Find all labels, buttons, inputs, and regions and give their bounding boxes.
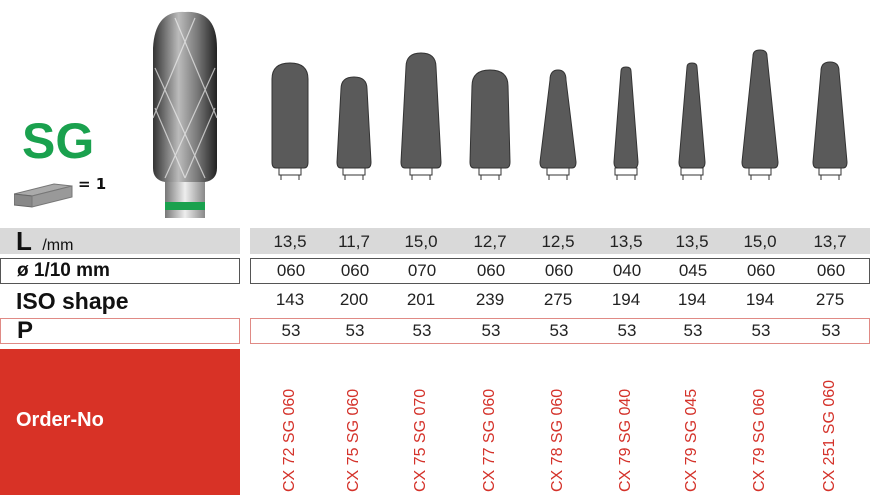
order-number[interactable]: CX 75 SG 060 [345,388,362,492]
order-no-cell: CX 79 SG 040 [592,352,660,492]
p-value: 53 [281,321,301,340]
order-number[interactable]: CX 72 SG 060 [281,388,298,492]
iso-shape-value: 239 [475,290,505,309]
bur-shape-icon [539,69,577,180]
p-value: 53 [412,321,432,340]
diameter-value: 060 [476,261,506,280]
bur-shape-icon [741,49,779,180]
iso-shape-value: 200 [339,290,369,309]
bur-shape-icon [613,66,639,180]
bur-shape-icon [812,61,848,180]
iso-shape-value: 194 [677,290,707,309]
order-no-cell: CX 251 SG 060 [796,352,864,492]
order-no-cell: Order-No [0,349,240,495]
order-no-cell: CX 79 SG 045 [658,352,726,492]
bur-shape-icon [469,69,511,180]
p-value: 53 [821,321,841,340]
length-value: 15,0 [404,232,438,251]
order-no-cell: CX 79 SG 060 [726,352,794,492]
order-number[interactable]: CX 79 SG 045 [683,388,700,492]
order-number[interactable]: CX 79 SG 060 [751,388,768,492]
pack-block-icon [14,183,73,208]
p-value: 53 [683,321,703,340]
iso-shape-value: 201 [406,290,436,309]
iso-shape-value: 143 [275,290,305,309]
bur-shape-icon [271,62,309,180]
order-no-cell: CX 78 SG 060 [524,352,592,492]
iso-shape-values: 143 200 201 239 275 194 194 194 275 [250,288,870,314]
diameter-values: 060 060 070 060 060 040 045 060 060 [250,258,870,284]
p-value: 53 [751,321,771,340]
diameter-value: 060 [746,261,776,280]
bur-shape-icon [678,62,706,180]
diameter-value: 060 [544,261,574,280]
iso-shape-value: 194 [611,290,641,309]
length-label-cell [0,228,240,254]
length-value: 12,7 [473,232,507,251]
iso-shape-value: 275 [815,290,845,309]
iso-shape-label: ISO shape [16,288,129,314]
series-code: SG [22,113,95,169]
p-value: 53 [617,321,637,340]
diameter-value: 060 [816,261,846,280]
p-value: 53 [481,321,501,340]
diameter-value: 045 [678,261,708,280]
order-no-cell: CX 77 SG 060 [456,352,524,492]
diameter-value: 040 [612,261,642,280]
length-value: 13,5 [675,232,709,251]
order-number[interactable]: CX 79 SG 040 [617,388,634,492]
p-value: 53 [345,321,365,340]
iso-shape-value: 275 [543,290,573,309]
bur-photo [152,11,218,218]
order-no-cell: CX 75 SG 060 [320,352,388,492]
pack-quantity: = 1 [78,175,107,193]
length-value: 15,0 [743,232,777,251]
length-values: 13,5 11,7 15,0 12,7 12,5 13,5 13,5 15,0 13,7 [250,228,870,254]
length-label: L [16,226,32,256]
order-number[interactable]: CX 251 SG 060 [821,379,838,492]
diameter-value: 060 [276,261,306,280]
p-value: 53 [549,321,569,340]
bur-shape-icon [336,76,372,180]
diameter-value: 060 [340,261,370,280]
length-unit: /mm [42,237,74,254]
order-number[interactable]: CX 77 SG 060 [481,388,498,492]
length-value: 12,5 [541,232,575,251]
length-value: 13,5 [273,232,307,251]
order-no-cell: CX 72 SG 060 [256,352,324,492]
diameter-value: 070 [407,261,437,280]
length-value: 13,7 [813,232,847,251]
order-number[interactable]: CX 75 SG 070 [412,388,429,492]
p-label: P [0,318,240,344]
iso-shape-value: 194 [745,290,775,309]
order-no-cell: CX 75 SG 070 [387,352,455,492]
length-value: 13,5 [609,232,643,251]
bur-shape-icon [400,52,442,180]
diameter-label: ø 1/10 mm [0,258,240,284]
length-value: 11,7 [338,232,370,251]
p-values: 53 53 53 53 53 53 53 53 53 [250,318,870,344]
order-number[interactable]: CX 78 SG 060 [549,388,566,492]
order-no-label: Order-No [16,409,104,431]
